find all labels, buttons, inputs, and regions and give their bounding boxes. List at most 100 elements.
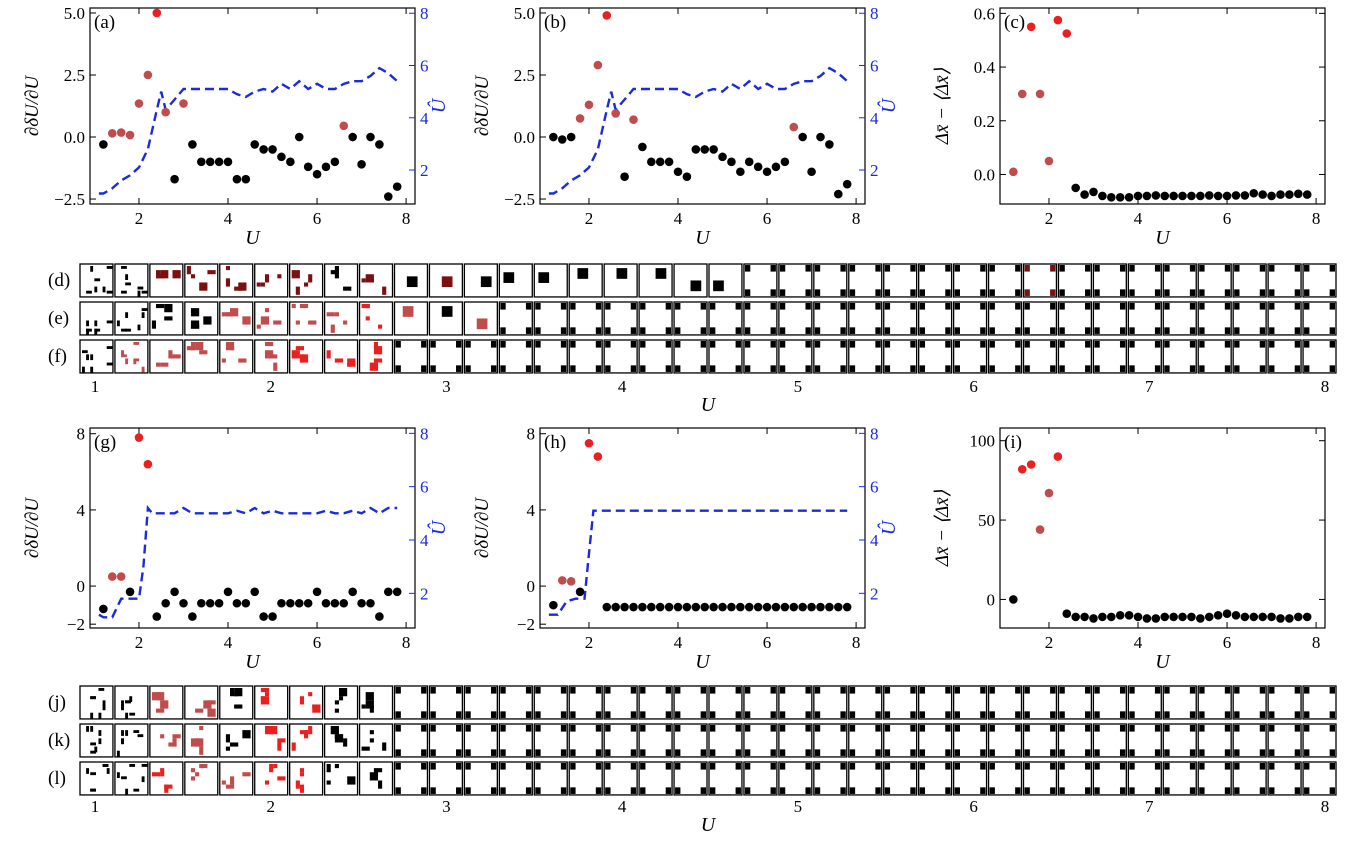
config-cell bbox=[463, 339, 498, 374]
data-point bbox=[682, 602, 692, 612]
x-tick-label: 8 bbox=[1312, 633, 1321, 652]
panel-g: 2 4 6 8 −2 0 4 8 2 4 6 8 U ∂δU/∂U Û (g) bbox=[22, 424, 450, 673]
x-tick-label: 8 bbox=[402, 209, 411, 228]
data-point bbox=[223, 587, 233, 597]
config-cell bbox=[1022, 301, 1058, 336]
config-cell bbox=[393, 723, 429, 758]
config-cell bbox=[533, 339, 568, 374]
strip-tick-label: 4 bbox=[618, 377, 627, 396]
config-cell bbox=[603, 685, 638, 720]
strip-label: (e) bbox=[48, 308, 69, 329]
data-point bbox=[798, 132, 807, 142]
config-cell bbox=[1302, 685, 1337, 720]
config-cell bbox=[638, 685, 673, 720]
config-cell bbox=[463, 761, 498, 796]
data-point bbox=[348, 132, 357, 142]
data-point bbox=[1285, 614, 1294, 623]
x-tick-label: 8 bbox=[852, 633, 861, 652]
data-point bbox=[771, 162, 781, 172]
strip-axis: 1 2 3 4 5 6 7 8 U bbox=[91, 797, 1330, 836]
config-cell bbox=[987, 685, 1023, 720]
config-cell bbox=[708, 723, 743, 758]
config-cell bbox=[219, 301, 254, 336]
config-cell bbox=[1302, 761, 1337, 796]
config-cell bbox=[673, 263, 708, 298]
data-point bbox=[214, 157, 224, 167]
strip-tick-label: 7 bbox=[1145, 797, 1154, 816]
plot-frame bbox=[89, 7, 416, 205]
data-point bbox=[727, 602, 736, 612]
config-cell bbox=[428, 339, 464, 374]
u-hat-line bbox=[548, 509, 848, 616]
config-cell bbox=[219, 339, 254, 374]
strip-tick-label: 4 bbox=[618, 797, 627, 816]
data-point bbox=[1044, 488, 1054, 498]
config-cell bbox=[289, 723, 324, 758]
y-axis-label: ∂δU/∂U bbox=[472, 75, 493, 137]
y-axis-label: ∂δU/∂U bbox=[22, 75, 43, 137]
data-point bbox=[179, 598, 188, 608]
y-axis-label: ∂δU/∂U bbox=[472, 497, 493, 559]
data-point bbox=[1178, 612, 1187, 622]
data-point bbox=[161, 107, 170, 117]
x-tick-label: 6 bbox=[313, 209, 322, 228]
config-cell bbox=[1197, 685, 1232, 720]
data-point bbox=[1267, 191, 1276, 201]
data-point bbox=[566, 132, 576, 142]
strip-row-d: (d) bbox=[48, 263, 1337, 298]
y2-axis-label: Û bbox=[426, 97, 450, 113]
config-cell bbox=[1232, 339, 1267, 374]
config-cell bbox=[114, 761, 149, 796]
data-point bbox=[357, 160, 366, 169]
config-cell bbox=[289, 301, 324, 336]
config-cell bbox=[533, 723, 568, 758]
config-cell bbox=[254, 761, 289, 796]
data-point bbox=[1267, 612, 1276, 622]
data-point bbox=[647, 157, 656, 167]
config-cell bbox=[1232, 723, 1267, 758]
config-cell bbox=[1162, 263, 1197, 298]
data-point bbox=[1213, 611, 1223, 620]
config-cell bbox=[778, 339, 813, 374]
config-cell bbox=[708, 339, 743, 374]
strip-tick-label: 3 bbox=[442, 797, 451, 816]
y-tick-label: 2.5 bbox=[514, 66, 535, 85]
config-cell bbox=[1267, 339, 1302, 374]
data-point bbox=[188, 612, 197, 621]
config-cell bbox=[987, 723, 1023, 758]
config-cell bbox=[918, 761, 953, 796]
data-point bbox=[214, 598, 224, 608]
plot-frame bbox=[539, 7, 866, 205]
config-cell bbox=[1127, 685, 1162, 720]
config-cell bbox=[1057, 761, 1093, 796]
data-point bbox=[99, 140, 108, 149]
config-cell bbox=[393, 339, 429, 374]
y-tick-label: 0.0 bbox=[514, 128, 535, 147]
y-axis-label: Δx̄ − ⟨Δx̄⟩ bbox=[932, 489, 953, 567]
data-point bbox=[259, 145, 268, 154]
y-tick-label: 8 bbox=[527, 425, 536, 444]
data-point bbox=[584, 438, 594, 448]
config-cell bbox=[778, 723, 813, 758]
config-cell bbox=[533, 685, 568, 720]
data-point bbox=[366, 132, 375, 142]
strip-axis-label: U bbox=[701, 814, 717, 836]
u-hat-line bbox=[548, 66, 848, 195]
config-cell bbox=[708, 263, 743, 298]
config-cell bbox=[848, 263, 883, 298]
data-point bbox=[700, 145, 710, 154]
config-cell bbox=[358, 761, 394, 796]
data-point bbox=[825, 602, 834, 612]
config-cell bbox=[184, 263, 219, 298]
config-cell bbox=[673, 685, 708, 720]
data-point bbox=[188, 140, 197, 149]
config-cell bbox=[1197, 761, 1232, 796]
data-point bbox=[1017, 89, 1027, 99]
config-cell bbox=[883, 301, 918, 336]
data-point bbox=[312, 169, 322, 179]
data-point bbox=[268, 612, 277, 621]
config-cell bbox=[254, 685, 289, 720]
data-point bbox=[718, 152, 727, 162]
y2-tick-label: 2 bbox=[420, 584, 429, 603]
y-tick-label: 50 bbox=[978, 511, 995, 530]
